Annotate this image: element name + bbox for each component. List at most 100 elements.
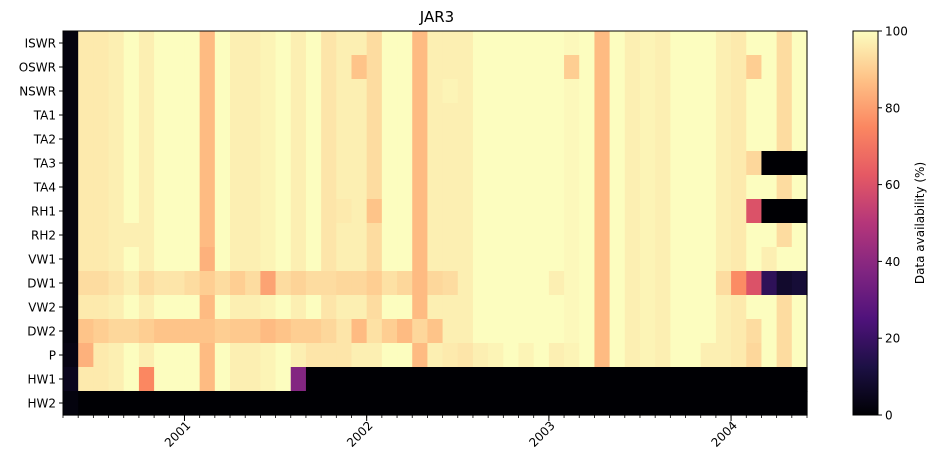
heatmap-cell [123,103,140,128]
heatmap-cell [412,319,428,344]
heatmap-cell [245,295,261,320]
heatmap-cell [639,79,656,104]
heatmap-cell [63,31,79,56]
heatmap-cell [275,31,292,56]
heatmap-cell [154,55,170,80]
heatmap-cell [381,79,398,104]
heatmap-cell [123,247,140,272]
heatmap-cell [397,55,413,80]
heatmap-cell [624,103,641,128]
heatmap-cell [639,295,656,320]
heatmap-cell [78,247,94,272]
heatmap-cell [63,295,79,320]
heatmap-cell [108,295,125,320]
heatmap-cell [290,247,307,272]
colorbar-tick-label: 100 [885,25,908,39]
heatmap-cell [457,319,474,344]
heatmap-cell [609,199,626,224]
heatmap-cell [184,103,201,128]
heatmap-cell [564,127,580,152]
heatmap-cell [791,175,808,200]
row-label: OSWR [19,61,56,75]
heatmap-cell [579,175,596,200]
heatmap-cell [564,367,580,392]
heatmap-cell [548,31,565,56]
heatmap-cell [199,31,216,56]
heatmap-cell [93,223,110,248]
heatmap-cell [655,247,671,272]
heatmap-cell [655,79,671,104]
heatmap-cell [639,31,656,56]
heatmap-cell [746,343,763,368]
heatmap-cell [199,151,216,176]
heatmap-cell [397,295,413,320]
heatmap-cell [412,31,428,56]
heatmap-cell [700,271,717,296]
heatmap-cell [63,175,79,200]
heatmap-cell [199,175,216,200]
heatmap-cell [639,391,656,416]
row-label: DW1 [27,277,56,291]
heatmap-cell [472,295,489,320]
row-label: VW1 [28,253,56,267]
heatmap-cell [245,175,261,200]
heatmap-cell [715,55,732,80]
heatmap-cell [533,103,550,128]
heatmap-cell [351,391,368,416]
heatmap-cell [93,367,110,392]
heatmap-cell [230,223,246,248]
heatmap-cell [184,223,201,248]
heatmap-cell [397,247,413,272]
heatmap-cell [214,343,231,368]
heatmap-cell [290,103,307,128]
heatmap-cell [123,175,140,200]
heatmap-cell [776,247,793,272]
heatmap-cell [564,223,580,248]
heatmap-cell [564,175,580,200]
heatmap-cell [336,343,353,368]
heatmap-cell [518,343,535,368]
heatmap-cell [700,127,717,152]
heatmap-cell [138,391,155,416]
heatmap-cell [427,247,444,272]
heatmap-cell [214,175,231,200]
heatmap-cell [93,199,110,224]
heatmap-cell [791,79,808,104]
heatmap-cell [108,31,125,56]
heatmap-cell [442,319,459,344]
heatmap-cell [427,223,444,248]
heatmap-cell [138,247,155,272]
heatmap-cell [488,103,504,128]
heatmap-cell [138,319,155,344]
heatmap-cell [791,367,808,392]
heatmap-cell [108,367,125,392]
heatmap-cell [639,343,656,368]
heatmap-cell [715,391,732,416]
heatmap-cell [245,31,261,56]
heatmap-cell [746,55,763,80]
heatmap-cell [427,175,444,200]
heatmap-cell [154,79,170,104]
heatmap-cell [412,55,428,80]
heatmap-cell [655,271,671,296]
heatmap-cell [533,151,550,176]
heatmap-cell [321,223,337,248]
heatmap-cell [138,79,155,104]
heatmap-cell [655,175,671,200]
row-label: HW2 [27,397,56,411]
heatmap-cell [336,31,353,56]
heatmap-cell [685,319,702,344]
heatmap-cell [381,223,398,248]
row-label: TA1 [33,109,56,123]
heatmap-cell [548,223,565,248]
heatmap-cell [624,391,641,416]
heatmap-cell [700,319,717,344]
heatmap-cell [108,223,125,248]
heatmap-cell [199,391,216,416]
heatmap-cell [169,391,186,416]
heatmap-cell [624,79,641,104]
heatmap-cell [199,367,216,392]
heatmap-cell [609,247,626,272]
heatmap-cell [93,391,110,416]
heatmap-cell [488,223,504,248]
